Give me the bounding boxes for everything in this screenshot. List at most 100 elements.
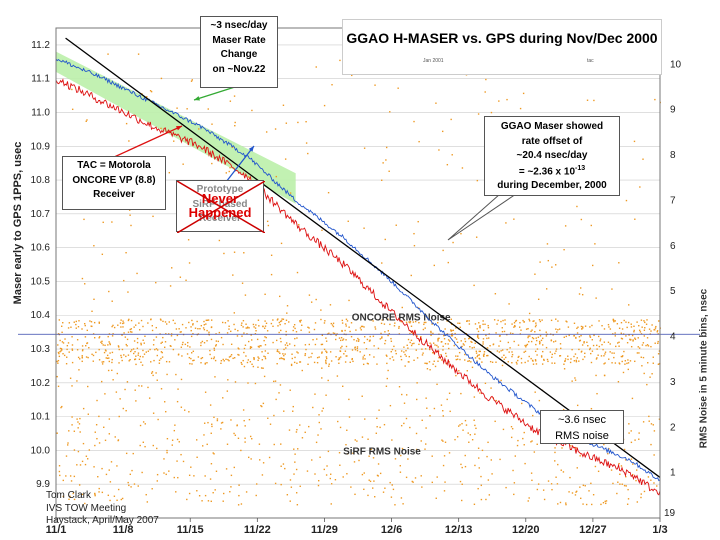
rms-noise-point	[392, 359, 395, 361]
rms-noise-point	[247, 340, 250, 343]
rms-noise-point	[125, 251, 127, 254]
rms-noise-point	[67, 444, 69, 446]
rms-noise-point	[180, 346, 183, 348]
rms-noise-point	[173, 429, 176, 432]
rms-noise-point	[444, 343, 447, 345]
rms-noise-point	[554, 451, 556, 454]
rms-noise-point	[335, 356, 337, 358]
rms-noise-point	[351, 358, 353, 361]
rms-noise-point	[93, 466, 95, 468]
rms-noise-point	[468, 323, 471, 325]
maser-rate-arrow	[193, 85, 239, 101]
rms-noise-point	[61, 331, 63, 334]
rms-noise-point	[597, 335, 600, 338]
rms-noise-point	[275, 398, 277, 401]
rms-noise-point	[122, 407, 125, 410]
rms-noise-point	[535, 337, 537, 339]
annotation-line: Maser Rate	[212, 34, 266, 46]
annotation-line: Receiver	[199, 213, 241, 224]
rms-noise-point	[275, 175, 277, 178]
rms-noise-point	[72, 492, 74, 495]
rms-noise-point	[399, 465, 401, 467]
rms-noise-point	[612, 318, 615, 321]
rms-noise-point	[450, 329, 452, 331]
tac-arrow-red	[111, 125, 183, 159]
rms-noise-point	[580, 325, 583, 328]
rms-noise-point	[486, 455, 488, 458]
rms-noise-point	[630, 338, 632, 341]
rms-noise-point	[464, 359, 466, 361]
rms-noise-point	[67, 342, 70, 344]
rms-noise-point	[328, 363, 330, 365]
rms-noise-point	[301, 437, 304, 439]
rms-noise-point	[652, 362, 654, 364]
rms-noise-point	[456, 358, 459, 360]
rms-noise-point	[200, 324, 203, 327]
rms-noise-point	[654, 329, 656, 331]
rms-noise-point	[342, 338, 345, 340]
rms-noise-point	[327, 450, 330, 453]
rms-noise-point	[249, 347, 252, 350]
rms-noise-point	[312, 338, 314, 341]
rms-noise-point	[513, 340, 515, 343]
rms-noise-point	[643, 329, 646, 331]
rms-noise-point	[242, 326, 244, 328]
rms-noise-point	[600, 503, 602, 506]
rms-noise-point	[448, 452, 451, 454]
rms-noise-point	[527, 360, 529, 362]
rms-noise-point	[573, 355, 575, 358]
rms-noise-point	[611, 288, 613, 290]
annotation-line: ONCORE VP (8.8)	[72, 174, 156, 186]
rms-noise-point	[513, 493, 515, 496]
rms-noise-point	[525, 344, 528, 347]
rms-noise-point	[248, 327, 250, 329]
rms-noise-point	[616, 492, 618, 495]
rms-noise-point	[292, 405, 294, 408]
rms-noise-point	[171, 439, 174, 441]
rms-noise-point	[591, 339, 594, 341]
rms-noise-point	[125, 122, 128, 125]
rms-noise-point	[244, 425, 246, 427]
rms-noise-point	[214, 489, 216, 491]
rms-noise-point	[342, 339, 344, 341]
rms-noise-point	[67, 442, 69, 444]
rms-noise-point	[316, 338, 318, 340]
rms-noise-point	[321, 367, 323, 369]
rms-noise-point	[326, 351, 328, 353]
rms-noise-point	[156, 447, 158, 450]
rms-noise-point	[650, 345, 652, 348]
rms-noise-point	[377, 347, 380, 350]
rms-noise-point	[448, 347, 450, 350]
rms-noise-point	[132, 452, 134, 455]
rms-noise-point	[373, 356, 375, 358]
rms-noise-point	[180, 331, 182, 333]
rms-noise-point	[69, 377, 72, 379]
rms-noise-point	[597, 470, 600, 473]
rms-noise-point	[567, 358, 569, 361]
rms-noise-point	[240, 324, 243, 326]
rms-noise-point	[137, 354, 139, 356]
rms-noise-point	[428, 361, 431, 363]
rms-noise-point	[530, 441, 532, 443]
rms-noise-point	[113, 326, 116, 329]
rms-noise-point	[229, 491, 231, 493]
rms-noise-point	[503, 330, 506, 333]
rms-noise-point	[578, 360, 580, 362]
rms-noise-point	[138, 322, 140, 324]
rms-noise-point	[582, 327, 584, 329]
rms-noise-point	[571, 380, 573, 382]
rms-noise-point	[293, 324, 296, 326]
annotation-line: Prototype	[196, 184, 244, 195]
rms-noise-point	[574, 494, 577, 496]
rms-noise-point	[133, 352, 135, 355]
rms-noise-point	[98, 359, 101, 361]
rms-noise-point	[229, 355, 232, 358]
rms-noise-point	[459, 322, 461, 325]
rms-noise-point	[168, 321, 170, 323]
rms-noise-point	[641, 326, 643, 328]
rms-noise-point	[81, 460, 84, 463]
rms-noise-point	[607, 341, 610, 343]
rms-noise-point	[487, 326, 490, 329]
rms-noise-point	[423, 321, 426, 324]
rms-noise-point	[573, 335, 576, 337]
